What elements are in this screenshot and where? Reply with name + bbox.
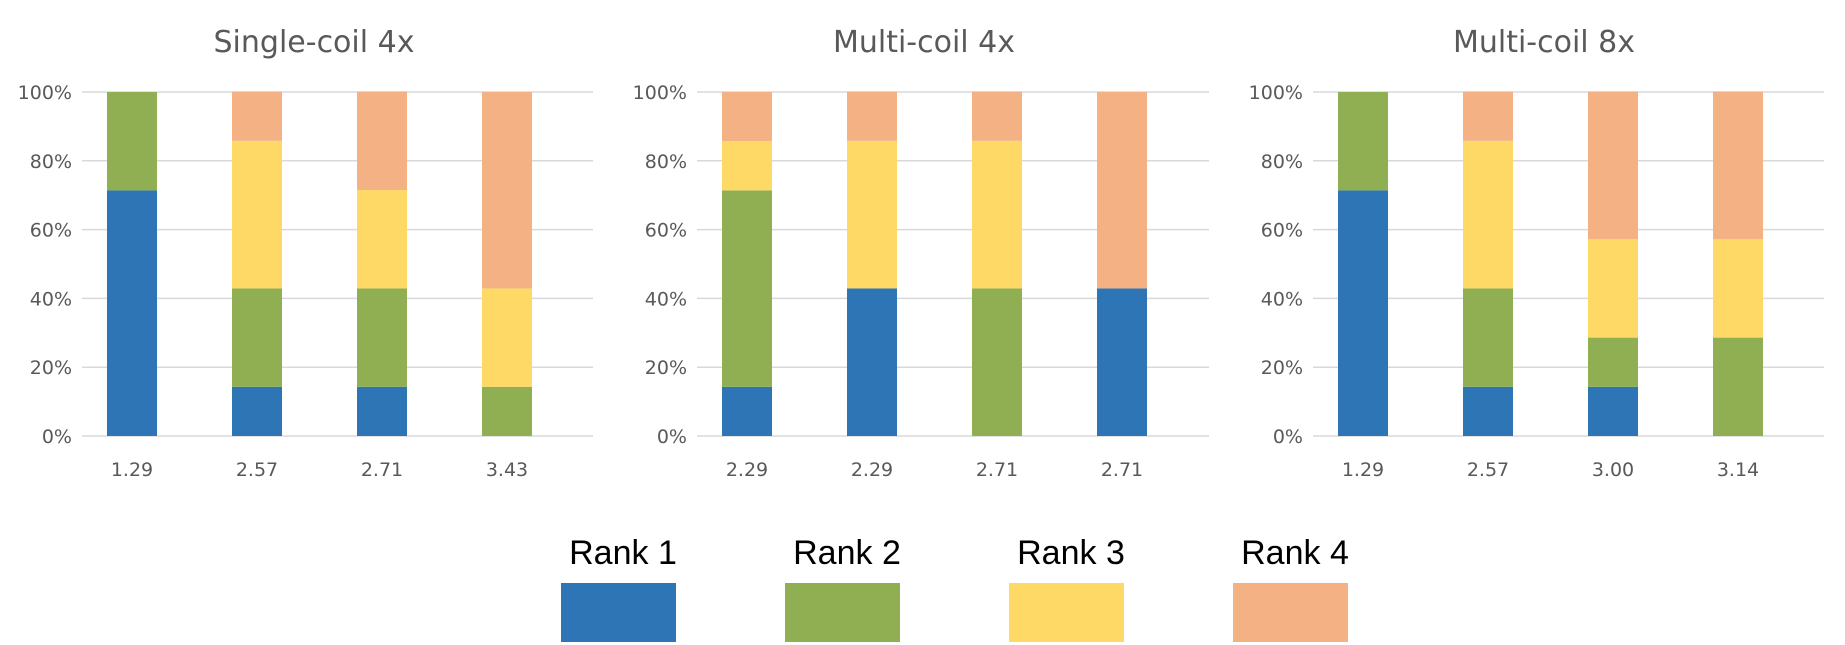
legend-label: Rank 2 [793,534,901,572]
y-tick-label: 0% [657,426,687,448]
bar-segment-rank-1 [1588,386,1638,436]
y-tick-label: 40% [30,288,72,310]
bar-segment-rank-2 [722,190,772,387]
x-tick-label: 2.57 [1467,459,1509,481]
y-tick-label: 40% [1261,288,1303,310]
x-tick-label: 1.29 [1342,459,1384,481]
bar-segment-rank-4 [232,91,282,141]
y-tick-label: 80% [1261,151,1303,173]
bar-segment-rank-3 [1588,239,1638,338]
bar-segment-rank-3 [1463,140,1513,289]
y-tick-label: 60% [30,220,72,242]
bar-segment-rank-4 [722,92,772,142]
legend-swatch [1233,583,1348,642]
x-tick-label: 3.14 [1717,459,1759,481]
chart-title: Single-coil 4x [214,25,415,60]
chart-panel-1: Single-coil 4x 0% 20% 40% 60% 80% 100% 1.29 2.57… [18,25,593,481]
x-tick-label: 2.71 [976,459,1018,481]
chart-title: Multi-coil 8x [1453,25,1635,60]
bar-segment-rank-3 [972,140,1022,289]
y-tick-label: 80% [645,151,687,173]
x-tick-label: 2.29 [726,459,768,481]
bar-segment-rank-1 [232,386,282,436]
x-tick-label: 2.71 [1101,459,1143,481]
y-tick-label: 20% [30,357,72,379]
bar-segment-rank-1 [722,386,772,436]
bar-segment-rank-2 [1463,288,1513,387]
bar-segment-rank-2 [1338,92,1388,191]
bar-segment-rank-4 [1463,91,1513,141]
bar-segment-rank-2 [107,92,157,191]
bar-segment-rank-4 [847,91,897,141]
chart-panel-3: Multi-coil 8x 0% 20% 40% 60% 80% 100% 1.29 2.57 3… [1249,25,1824,481]
bar-segment-rank-3 [357,190,407,289]
y-tick-label: 20% [1261,357,1303,379]
legend-item-rank-2: Rank 2 [785,534,901,642]
y-tick-label: 60% [1261,220,1303,242]
bar-segment-rank-2 [1588,337,1638,387]
x-tick-label: 2.71 [361,459,403,481]
bar-segment-rank-3 [482,288,532,387]
bar-segment-rank-4 [1713,91,1763,240]
legend-item-rank-4: Rank 4 [1233,534,1349,642]
y-tick-label: 40% [645,288,687,310]
bar-segment-rank-3 [232,140,282,289]
y-tick-label: 100% [18,82,72,104]
x-tick-label: 2.57 [236,459,278,481]
bar-segment-rank-3 [847,140,897,289]
bar-segment-rank-2 [1713,337,1763,436]
legend-swatch [1009,583,1124,642]
y-tick-label: 100% [633,82,687,104]
y-tick-label: 0% [42,426,72,448]
legend-label: Rank 3 [1017,534,1125,572]
legend-item-rank-3: Rank 3 [1009,534,1125,642]
bar-segment-rank-4 [972,91,1022,141]
x-tick-label: 3.00 [1592,459,1634,481]
y-tick-label: 20% [645,357,687,379]
bar-segment-rank-1 [1338,190,1388,436]
chart-title: Multi-coil 4x [833,25,1015,60]
bar-segment-rank-1 [107,190,157,436]
legend-label: Rank 1 [569,534,677,572]
bar-segment-rank-3 [1713,239,1763,338]
y-tick-label: 100% [1249,82,1303,104]
legend-label: Rank 4 [1241,534,1349,572]
bar-segment-rank-2 [482,386,532,436]
legend-swatch [561,583,676,642]
chart-panel-2: Multi-coil 4x 0% 20% 40% 60% 80% 100% 2.29 2.29 2… [633,25,1209,481]
bar-segment-rank-1 [1097,288,1147,436]
x-tick-label: 1.29 [111,459,153,481]
legend: Rank 1 Rank 2 Rank 3 Rank 4 [561,534,1349,642]
y-tick-label: 0% [1273,426,1303,448]
bar-segment-rank-4 [1097,92,1147,289]
bar-segment-rank-2 [972,288,1022,436]
y-tick-label: 60% [645,220,687,242]
bar-segment-rank-2 [232,288,282,387]
legend-item-rank-1: Rank 1 [561,534,677,642]
bar-segment-rank-1 [847,288,897,436]
y-tick-label: 80% [30,151,72,173]
bar-segment-rank-1 [357,386,407,436]
x-tick-label: 3.43 [486,459,528,481]
bar-segment-rank-1 [1463,386,1513,436]
bar-segment-rank-4 [357,91,407,191]
bar-segment-rank-2 [357,288,407,387]
bar-segment-rank-3 [722,141,772,191]
bar-segment-rank-4 [1588,91,1638,240]
legend-swatch [785,583,900,642]
bar-segment-rank-4 [482,92,532,289]
x-tick-label: 2.29 [851,459,893,481]
